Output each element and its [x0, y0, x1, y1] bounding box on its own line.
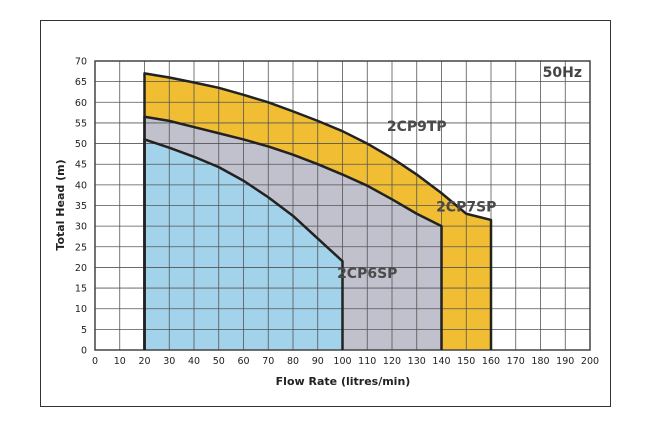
series-label-2CP7SP: 2CP7SP: [436, 200, 496, 216]
x-tick-label: 160: [482, 356, 500, 367]
curve-2CP7SP: [143, 115, 443, 350]
curve-2CP6SP: [143, 138, 344, 350]
x-tick-label: 180: [531, 356, 549, 367]
x-tick-label: 90: [312, 356, 324, 367]
y-tick-label: 10: [75, 304, 87, 315]
y-tick-label: 40: [75, 180, 87, 191]
y-tick-label: 60: [75, 98, 87, 109]
y-tick-label: 20: [75, 263, 87, 274]
x-tick-label: 140: [432, 356, 450, 367]
x-tick-label: 130: [408, 356, 426, 367]
frequency-annotation: 50Hz: [543, 65, 582, 81]
x-axis-label: Flow Rate (litres/min): [276, 375, 411, 388]
x-tick-label: 120: [383, 356, 401, 367]
x-tick-label: 100: [333, 356, 351, 367]
x-tick-label: 30: [163, 356, 175, 367]
y-tick-label: 45: [75, 160, 87, 171]
x-tick-label: 50: [213, 356, 225, 367]
x-tick-label: 110: [358, 356, 376, 367]
x-tick-label: 40: [188, 356, 200, 367]
x-tick-label: 70: [262, 356, 274, 367]
x-tick-label: 10: [114, 356, 126, 367]
y-tick-label: 30: [75, 222, 87, 233]
x-tick-label: 20: [138, 356, 150, 367]
y-tick-label: 35: [75, 201, 87, 212]
curve-2CP9TP: [143, 72, 493, 350]
y-tick-label: 50: [75, 139, 87, 150]
x-tick-label: 60: [237, 356, 249, 367]
x-tick-label: 170: [507, 356, 525, 367]
x-tick-label: 80: [287, 356, 299, 367]
x-tick-label: 190: [556, 356, 574, 367]
y-axis-label: Total Head (m): [54, 159, 67, 250]
x-tick-label: 0: [92, 356, 98, 367]
x-tick-label: 200: [581, 356, 599, 367]
x-tick-label: 150: [457, 356, 475, 367]
y-tick-label: 5: [81, 325, 87, 336]
chart-frame: [40, 20, 611, 407]
y-tick-label: 70: [75, 57, 87, 68]
y-tick-label: 55: [75, 118, 87, 129]
series-label-2CP6SP: 2CP6SP: [337, 266, 397, 282]
y-tick-label: 0: [81, 346, 87, 357]
y-tick-label: 25: [75, 242, 87, 253]
y-tick-label: 65: [75, 77, 87, 88]
y-tick-label: 15: [75, 284, 87, 295]
series-label-2CP9TP: 2CP9TP: [387, 119, 447, 135]
